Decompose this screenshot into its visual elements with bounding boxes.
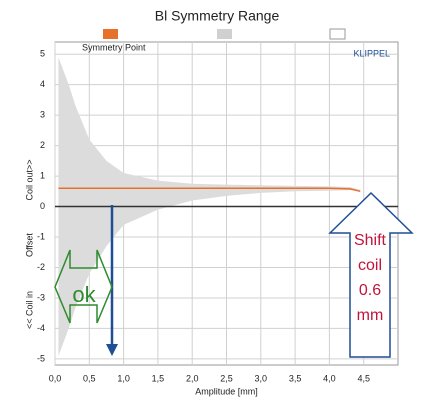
x-tick-label: 1,0 — [117, 373, 130, 383]
y-tick-label: -4 — [37, 323, 45, 333]
legend-swatch — [217, 29, 232, 39]
x-tick-label: 1,5 — [152, 373, 165, 383]
y-tick-label: -2 — [37, 262, 45, 272]
x-tick-label: 2,5 — [220, 373, 233, 383]
x-axis-label: Amplitude [mm] — [195, 386, 258, 396]
y-tick-label: -3 — [37, 292, 45, 302]
legend-swatch — [103, 29, 118, 39]
y-axis-label: << Coil in — [24, 291, 34, 329]
y-tick-label: 3 — [40, 110, 45, 120]
legend-swatch — [329, 28, 346, 40]
y-tick-label: 4 — [40, 79, 45, 89]
brand-label: KLIPPEL — [353, 48, 390, 58]
legend-label: Symmetry Point — [82, 42, 146, 52]
annotations: ok Shift coil 0.6 mm — [54, 191, 414, 358]
series-line — [58, 187, 361, 193]
y-axis-label: Coil out>> — [24, 159, 34, 200]
x-tick-label: 4,5 — [357, 373, 370, 383]
y-tick-label: 1 — [40, 170, 45, 180]
annotation-shift: 0.6 — [359, 282, 381, 299]
annotation-ok: ok — [72, 282, 96, 307]
y-tick-label: 5 — [40, 49, 45, 59]
y-tick-label: -5 — [37, 353, 45, 363]
x-tick-label: 3,5 — [289, 373, 302, 383]
y-tick-label: 0 — [40, 201, 45, 211]
x-tick-label: 0,5 — [83, 373, 96, 383]
x-tick-label: 0,0 — [49, 373, 62, 383]
plot-area: 0,0 0,5 1,0 1,5 2,0 2,5 3,0 3,5 4,0 4,5 5 4 3 2 1 0 -1 -2… — [24, 41, 399, 396]
x-tick-label: 3,0 — [255, 373, 268, 383]
y-tick-label: -1 — [37, 231, 45, 241]
chart-title: Bl Symmetry Range — [155, 8, 280, 24]
y-axis-label: Offset — [24, 233, 34, 257]
annotation-shift: mm — [357, 307, 384, 324]
x-tick-label: 2,0 — [186, 373, 199, 383]
double-arrow — [54, 249, 113, 324]
up-arrow — [328, 191, 414, 358]
annotation-shift: coil — [358, 257, 382, 274]
arrow-head — [106, 344, 118, 356]
y-tick-label: 2 — [40, 140, 45, 150]
x-tick-label: 4,0 — [323, 373, 336, 383]
annotation-shift: Shift — [354, 232, 387, 249]
